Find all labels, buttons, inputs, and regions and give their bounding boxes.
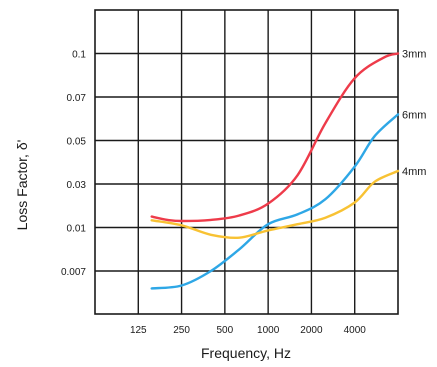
y-tick-label: 0.01 — [67, 224, 87, 235]
y-tick-label: 0.1 — [72, 50, 86, 61]
plot-area — [94, 9, 399, 315]
x-axis-ticks: 125 250 500 1000 2000 4000 — [130, 325, 366, 336]
x-tick-label: 250 — [173, 325, 190, 336]
y-tick-label: 0.07 — [67, 93, 87, 104]
series-line-4mm — [150, 169, 400, 240]
series-labels: 3mm 6mm 4mm — [402, 49, 426, 178]
grid-lines — [95, 10, 398, 314]
series-label-3mm: 3mm — [402, 49, 426, 61]
x-axis-title: Frequency, Hz — [201, 345, 291, 361]
x-tick-label: 500 — [217, 325, 234, 336]
y-tick-label: 0.05 — [67, 137, 87, 148]
y-axis-ticks: 0.1 0.07 0.05 0.03 0.01 0.007 — [61, 50, 86, 279]
series-label-4mm: 4mm — [402, 166, 426, 178]
x-tick-label: 1000 — [257, 325, 280, 336]
y-tick-label: 0.007 — [61, 267, 86, 278]
x-tick-label: 4000 — [344, 325, 367, 336]
series-label-6mm: 6mm — [402, 109, 426, 121]
series-lines — [150, 52, 400, 290]
plot-frame — [94, 9, 399, 315]
x-tick-label: 2000 — [300, 325, 323, 336]
y-tick-label: 0.03 — [67, 180, 87, 191]
y-axis-title: Loss Factor, δ' — [14, 140, 30, 231]
x-tick-label: 125 — [130, 325, 147, 336]
series-line-3mm — [150, 52, 400, 223]
series-line-6mm — [150, 113, 400, 290]
